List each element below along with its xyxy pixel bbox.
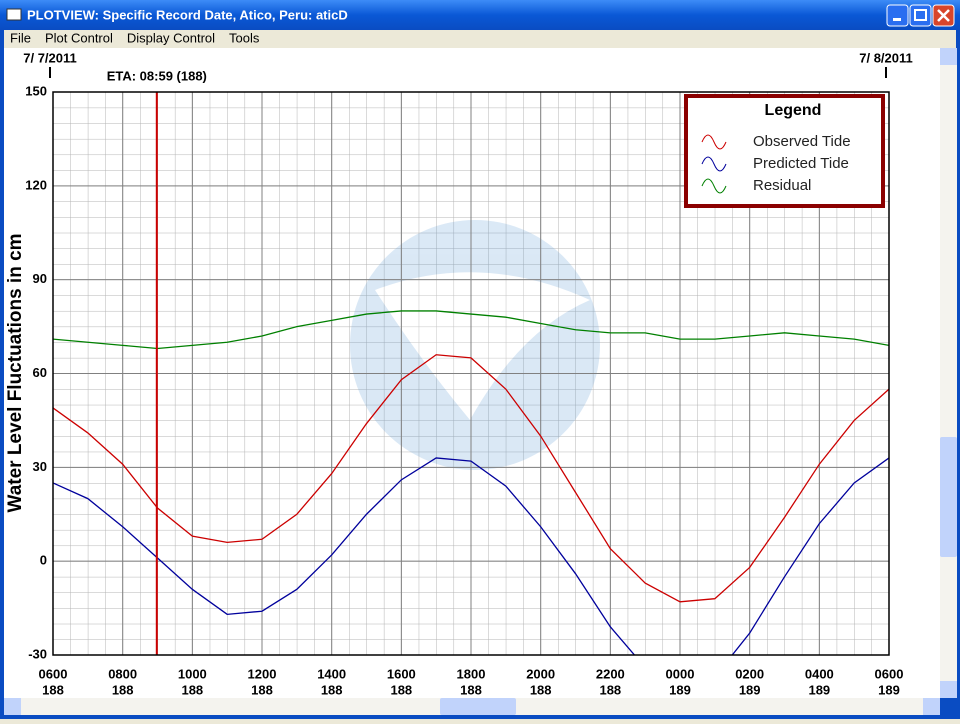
x-tick-day: 188 [42,682,64,697]
x-tick-day: 188 [599,682,621,697]
menu-item[interactable]: File [10,30,31,45]
series-line [53,457,889,655]
y-tick-label: 120 [25,177,47,192]
title-bar [0,0,960,30]
x-tick-label: 0600 [39,666,68,681]
x-tick-day: 188 [460,682,482,697]
y-axis-label: Water Level Fluctuations in cm [5,233,26,512]
scroll-down[interactable] [940,681,957,698]
x-tick-label: 1200 [248,666,277,681]
scroll-right[interactable] [923,698,940,715]
plot-area [53,310,889,655]
eta-label: ETA: 08:59 (188) [107,68,207,83]
x-tick-label: 1400 [317,666,346,681]
legend-swatch [701,134,727,150]
x-tick-day: 189 [669,682,691,697]
legend-title: Legend [765,102,822,119]
x-tick-label: 2000 [526,666,555,681]
y-tick-label: 90 [33,271,47,286]
y-tick-label: 30 [33,459,47,474]
x-tick-day: 188 [390,682,412,697]
legend-label: Observed Tide [753,133,851,150]
x-tick-day: 188 [251,682,273,697]
series-line [53,310,889,350]
series-line [53,354,889,603]
x-tick-label: 0600 [875,666,904,681]
vertical-thumb[interactable] [940,437,957,557]
window-title: PLOTVIEW: Specific Record Date, Atico, P… [27,7,348,22]
x-tick-label: 0800 [108,666,137,681]
logo-watermark [350,220,600,470]
y-tick-label: -30 [28,646,47,661]
x-tick-label: 0000 [666,666,695,681]
legend-swatch [701,156,727,172]
date-label: 7/ 8/2011 [859,50,913,65]
menu-bar [4,30,956,48]
x-tick-day: 188 [530,682,552,697]
x-tick-label: 1600 [387,666,416,681]
menu-item[interactable]: Plot Control [45,30,113,45]
x-tick-label: 2200 [596,666,625,681]
scroll-up[interactable] [940,48,957,65]
menu-item[interactable]: Tools [229,30,260,45]
minimize-button[interactable] [886,4,909,27]
horizontal-thumb[interactable] [440,698,516,715]
vertical-scrollbar[interactable] [940,48,957,698]
legend-label: Predicted Tide [753,155,849,172]
x-tick-day: 189 [739,682,761,697]
legend-swatch [701,178,727,194]
x-tick-day: 189 [878,682,900,697]
menu-item[interactable]: Display Control [127,30,215,45]
x-tick-label: 0200 [735,666,764,681]
y-tick-label: 0 [40,553,47,568]
legend-label: Residual [753,177,811,194]
scroll-left[interactable] [4,698,21,715]
x-tick-label: 1000 [178,666,207,681]
maximize-icon [914,9,927,21]
y-tick-label: 150 [25,83,47,98]
close-icon [937,9,950,22]
y-tick-label: 60 [33,365,47,380]
maximize-button[interactable] [909,4,932,27]
x-tick-label: 1800 [457,666,486,681]
app-icon [6,8,22,21]
x-tick-label: 0400 [805,666,834,681]
x-tick-day: 188 [321,682,343,697]
x-tick-day: 189 [808,682,830,697]
date-label: 7/ 7/2011 [23,50,77,65]
x-tick-day: 188 [112,682,134,697]
legend-box [684,94,885,208]
minimize-icon [893,18,901,21]
plot-frame [52,91,890,656]
x-tick-day: 188 [181,682,203,697]
